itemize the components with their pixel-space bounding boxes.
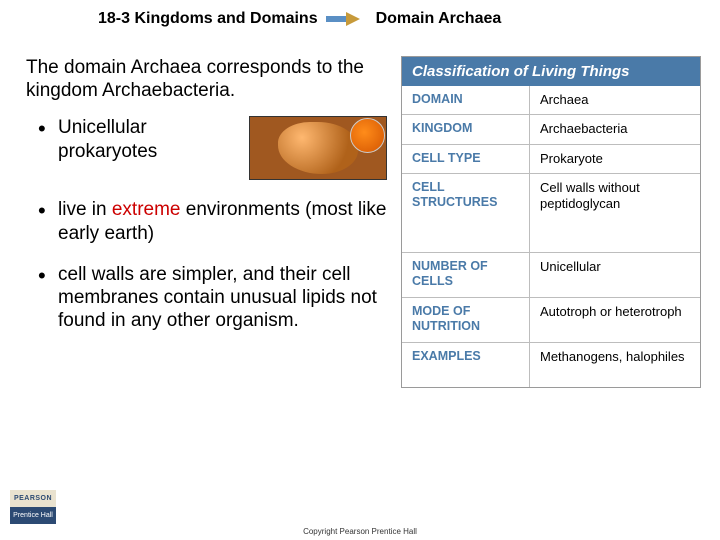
- classification-table: Classification of Living Things DOMAINAr…: [401, 56, 701, 388]
- table-title: Classification of Living Things: [402, 57, 700, 86]
- row-value: Archaea: [530, 86, 700, 114]
- slide-header: 18-3 Kingdoms and Domains Domain Archaea: [12, 10, 708, 28]
- logo-bottom: Prentice Hall: [10, 507, 56, 524]
- slide: 18-3 Kingdoms and Domains Domain Archaea…: [0, 0, 720, 540]
- table-row: KINGDOMArchaebacteria: [402, 114, 700, 143]
- right-column: Classification of Living Things DOMAINAr…: [401, 56, 701, 388]
- row-label: EXAMPLES: [402, 343, 530, 387]
- row-value: Unicellular: [530, 253, 700, 297]
- table-row: NUMBER OF CELLSUnicellular: [402, 252, 700, 297]
- arrow-icon: [326, 11, 362, 27]
- bullet-highlight: extreme: [112, 199, 181, 220]
- list-item: cell walls are simpler, and their cell m…: [46, 263, 387, 333]
- left-column: The domain Archaea corresponds to the ki…: [12, 56, 387, 388]
- bullet-text: cell walls are simpler, and their cell m…: [58, 264, 377, 331]
- section-number: 18-3 Kingdoms and Domains: [98, 10, 318, 28]
- bullet-text-pre: live in: [58, 199, 112, 220]
- list-item: Unicellular prokaryotes: [46, 116, 387, 180]
- slide-title: Domain Archaea: [376, 10, 502, 28]
- table-row: DOMAINArchaea: [402, 86, 700, 114]
- row-value: Archaebacteria: [530, 115, 700, 143]
- logo-top: PEARSON: [10, 490, 56, 507]
- copyright-text: Copyright Pearson Prentice Hall: [303, 527, 417, 536]
- pearson-logo: PEARSON Prentice Hall: [10, 490, 56, 524]
- body-row: The domain Archaea corresponds to the ki…: [12, 56, 708, 388]
- row-label: CELL STRUCTURES: [402, 174, 530, 252]
- table-row: CELL TYPEProkaryote: [402, 144, 700, 173]
- intro-text: The domain Archaea corresponds to the ki…: [26, 56, 387, 102]
- row-label: DOMAIN: [402, 86, 530, 114]
- archaea-image: [249, 116, 387, 180]
- row-label: CELL TYPE: [402, 145, 530, 173]
- row-value: Cell walls without peptidoglycan: [530, 174, 700, 252]
- row-value: Methanogens, halophiles: [530, 343, 700, 387]
- row-label: KINGDOM: [402, 115, 530, 143]
- list-item: live in extreme environments (most like …: [46, 198, 387, 244]
- table-row: CELL STRUCTURESCell walls without peptid…: [402, 173, 700, 252]
- row-value: Autotroph or heterotroph: [530, 298, 700, 342]
- bullet-text: Unicellular prokaryotes: [58, 116, 241, 162]
- bullet-list: Unicellular prokaryotes live in extreme …: [26, 116, 387, 332]
- row-value: Prokaryote: [530, 145, 700, 173]
- row-label: NUMBER OF CELLS: [402, 253, 530, 297]
- row-label: MODE OF NUTRITION: [402, 298, 530, 342]
- table-row: EXAMPLESMethanogens, halophiles: [402, 342, 700, 387]
- table-row: MODE OF NUTRITIONAutotroph or heterotrop…: [402, 297, 700, 342]
